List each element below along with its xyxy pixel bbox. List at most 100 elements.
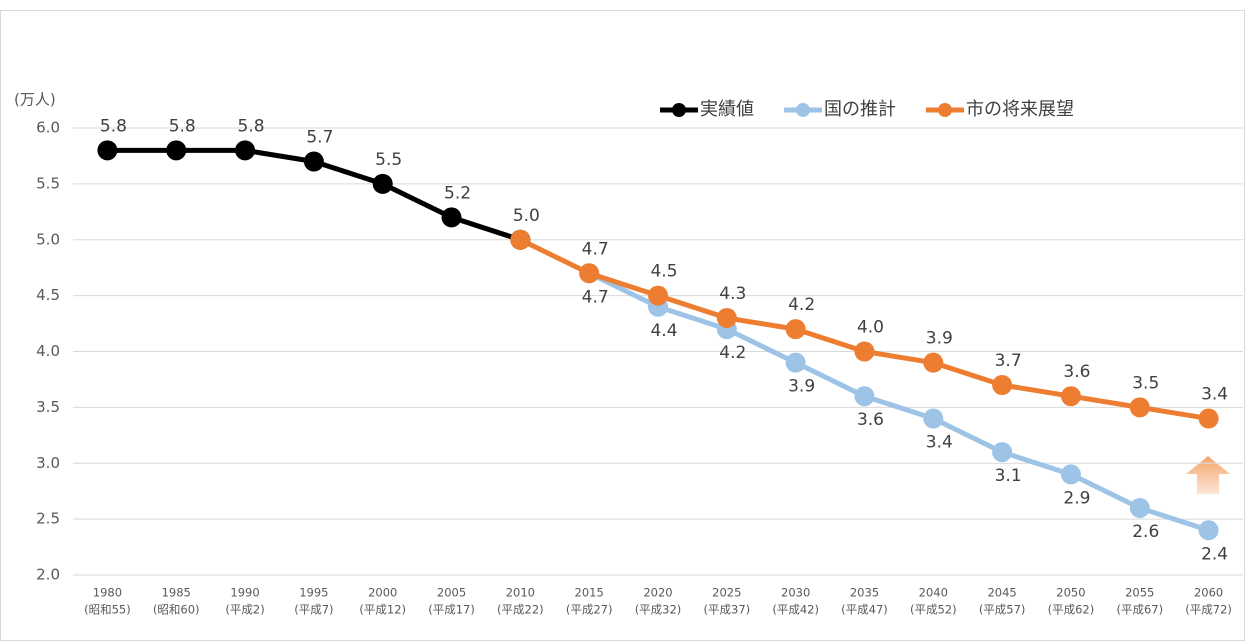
data-point — [372, 173, 393, 194]
data-point — [992, 375, 1013, 396]
x-tick-label: (平成7) — [294, 603, 333, 617]
data-label: 4.7 — [582, 287, 609, 307]
data-point — [923, 352, 944, 373]
data-point — [923, 408, 944, 429]
data-label: 5.7 — [306, 128, 333, 148]
y-tick-label: 5.5 — [36, 174, 60, 192]
x-tick-label: 2025 — [712, 586, 741, 600]
x-tick-label: (平成52) — [910, 603, 957, 617]
data-point — [510, 229, 531, 250]
x-tick-label: (昭和55) — [84, 603, 131, 617]
x-tick-label: 2050 — [1056, 586, 1085, 600]
data-label: 2.9 — [1063, 488, 1090, 508]
y-tick-label: 2.0 — [36, 566, 60, 584]
data-label: 3.6 — [857, 410, 884, 430]
x-tick-label: (平成42) — [772, 603, 819, 617]
x-tick-label: (昭和60) — [153, 603, 200, 617]
data-label: 3.9 — [926, 329, 953, 349]
data-label: 3.7 — [995, 351, 1022, 371]
data-label: 2.6 — [1132, 522, 1159, 542]
y-tick-label: 2.5 — [36, 510, 60, 528]
data-label: 5.8 — [100, 116, 127, 136]
data-label: 5.8 — [238, 116, 265, 136]
data-point — [1198, 520, 1219, 541]
x-tick-label: 2040 — [919, 586, 948, 600]
x-tick-label: 1990 — [230, 586, 259, 600]
data-point — [303, 151, 324, 172]
x-tick-label: 2005 — [437, 586, 466, 600]
x-tick-label: (平成32) — [635, 603, 682, 617]
data-point — [785, 319, 806, 340]
x-tick-label: (平成17) — [428, 603, 475, 617]
x-tick-label: (平成62) — [1048, 603, 1095, 617]
data-label: 3.4 — [1201, 385, 1228, 405]
data-point — [441, 207, 462, 228]
data-label: 3.4 — [926, 433, 953, 453]
data-label: 4.2 — [788, 295, 815, 315]
data-label: 4.7 — [582, 239, 609, 259]
data-point — [579, 263, 600, 284]
data-point — [992, 442, 1013, 463]
chart-border — [0, 10, 1245, 641]
legend-marker — [796, 103, 810, 117]
data-label: 3.5 — [1132, 373, 1159, 393]
data-point — [97, 140, 118, 161]
x-tick-label: 2015 — [575, 586, 604, 600]
x-tick-label: 2000 — [368, 586, 397, 600]
data-point — [716, 307, 737, 328]
data-label: 3.9 — [788, 377, 815, 397]
data-point — [1060, 464, 1081, 485]
legend-label: 実績値 — [700, 99, 754, 120]
x-tick-label: 2055 — [1125, 586, 1154, 600]
y-tick-label: 3.0 — [36, 454, 60, 472]
up-arrow — [1186, 456, 1230, 494]
x-tick-label: (平成57) — [979, 603, 1026, 617]
x-tick-label: (平成12) — [359, 603, 406, 617]
x-tick-label: 2060 — [1194, 586, 1223, 600]
data-point — [785, 352, 806, 373]
x-tick-label: 2020 — [643, 586, 672, 600]
x-tick-label: 1980 — [93, 586, 122, 600]
x-tick-label: 2030 — [781, 586, 810, 600]
legend-label: 市の将来展望 — [966, 99, 1074, 120]
data-label: 4.5 — [650, 262, 677, 282]
y-tick-label: 6.0 — [36, 119, 60, 137]
x-tick-label: (平成72) — [1185, 603, 1232, 617]
x-tick-label: (平成37) — [704, 603, 751, 617]
data-label: 3.1 — [995, 466, 1022, 486]
x-tick-label: (平成27) — [566, 603, 613, 617]
x-tick-label: 2045 — [987, 586, 1016, 600]
x-tick-label: 2035 — [850, 586, 879, 600]
data-point — [1129, 497, 1150, 518]
series-line — [588, 271, 1210, 533]
data-point — [166, 140, 187, 161]
y-tick-label: 3.5 — [36, 398, 60, 416]
x-tick-label: (平成22) — [497, 603, 544, 617]
data-point — [1198, 408, 1219, 429]
y-tick-label: 4.0 — [36, 342, 60, 360]
x-tick-label: 1985 — [162, 586, 191, 600]
y-axis-label: (万人) — [14, 91, 56, 109]
legend-marker — [938, 103, 952, 117]
data-point — [1129, 397, 1150, 418]
data-label: 5.8 — [169, 116, 196, 136]
legend-marker — [672, 103, 686, 117]
data-point — [1060, 386, 1081, 407]
data-label: 3.6 — [1063, 362, 1090, 382]
data-label: 4.0 — [857, 318, 884, 338]
x-tick-label: (平成47) — [841, 603, 888, 617]
data-point — [854, 341, 875, 362]
y-tick-label: 5.0 — [36, 230, 60, 248]
x-tick-label: (平成2) — [225, 603, 264, 617]
data-point — [648, 285, 668, 306]
data-label: 5.2 — [444, 183, 471, 203]
data-label: 5.0 — [513, 206, 540, 226]
x-tick-label: (平成67) — [1116, 603, 1163, 617]
data-label: 4.2 — [719, 343, 746, 363]
data-label: 4.3 — [719, 284, 746, 304]
data-label: 4.4 — [650, 321, 677, 341]
data-label: 2.4 — [1201, 544, 1228, 564]
data-label: 5.5 — [375, 150, 402, 170]
data-point — [854, 386, 875, 407]
